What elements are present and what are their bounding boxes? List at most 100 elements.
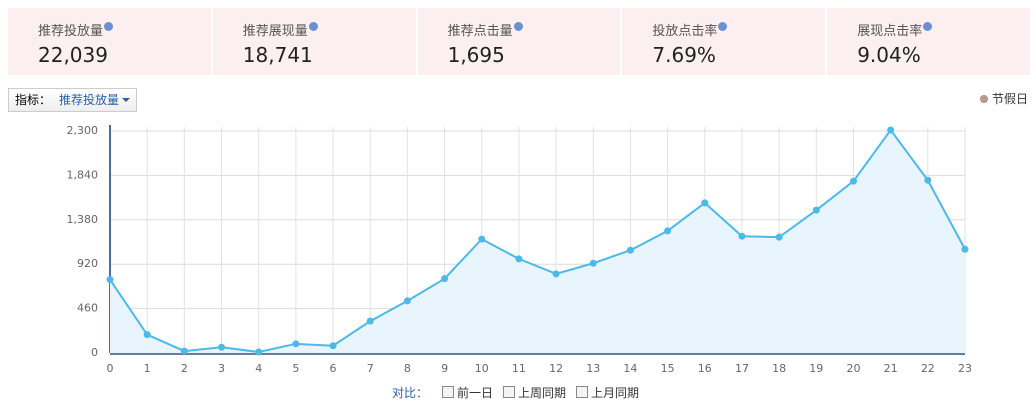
- metric-value: 18,741: [242, 43, 313, 67]
- metric-label: 展现点击率: [857, 20, 1030, 39]
- metric-cell: 推荐点击量 1,695: [417, 8, 621, 75]
- point: [143, 331, 151, 339]
- x-tick-label: 12: [549, 362, 563, 375]
- metric-cell: 投放点击率 7.69%: [622, 8, 826, 75]
- x-tick-label: 23: [958, 362, 972, 375]
- help-icon: [718, 22, 728, 31]
- metric-selector[interactable]: 指标： 推荐投放量: [8, 88, 138, 112]
- point: [961, 245, 969, 253]
- y-tick-label: 2,300: [67, 124, 99, 137]
- option-label: 上周同期: [518, 386, 567, 400]
- selector-value[interactable]: 推荐投放量: [59, 93, 120, 107]
- y-tick-label: 0: [91, 346, 98, 359]
- y-tick-label: 1,380: [67, 213, 99, 226]
- compare-bar: 对比： 前一日 上周同期 上月同期: [392, 384, 649, 401]
- x-tick-label: 17: [735, 362, 749, 375]
- metric-cell: 推荐投放量 22,039: [8, 8, 211, 75]
- point: [849, 177, 857, 185]
- y-tick-label: 920: [77, 257, 98, 270]
- point: [180, 347, 188, 355]
- y-tick-label: 460: [77, 302, 98, 315]
- point: [701, 199, 709, 207]
- point: [924, 176, 932, 184]
- x-tick-label: 19: [809, 362, 823, 375]
- metric-label: 推荐投放量: [38, 20, 211, 39]
- point: [478, 235, 486, 243]
- x-tick-label: 6: [330, 362, 337, 375]
- compare-label: 对比：: [392, 386, 429, 400]
- compare-option[interactable]: 上月同期: [576, 386, 639, 400]
- help-icon: [308, 22, 318, 31]
- x-tick-label: 1: [144, 362, 151, 375]
- point: [626, 246, 634, 254]
- metric-label: 投放点击率: [652, 20, 825, 39]
- point: [366, 317, 374, 325]
- option-label: 前一日: [457, 386, 494, 400]
- metric-label-text: 展现点击率: [857, 24, 923, 39]
- point: [664, 227, 672, 235]
- point: [403, 297, 411, 305]
- x-tick-label: 11: [512, 362, 526, 375]
- point: [552, 270, 560, 278]
- help-icon: [513, 22, 523, 31]
- metric-label: 推荐展现量: [243, 20, 416, 39]
- x-tick-label: 18: [772, 362, 786, 375]
- metric-label-text: 投放点击率: [652, 24, 718, 39]
- metric-cell: 展现点击率 9.04%: [827, 8, 1030, 75]
- x-tick-label: 13: [586, 362, 600, 375]
- point: [515, 255, 523, 263]
- point: [589, 259, 597, 267]
- compare-option[interactable]: 前一日: [442, 386, 493, 400]
- area: [110, 130, 965, 353]
- x-tick-label: 22: [921, 362, 935, 375]
- point: [775, 233, 783, 241]
- holiday-legend: 节假日: [980, 90, 1028, 107]
- x-tick-label: 2: [181, 362, 188, 375]
- point: [441, 275, 449, 283]
- x-tick-label: 10: [475, 362, 489, 375]
- point: [255, 348, 263, 356]
- metric-label-text: 推荐点击量: [447, 24, 513, 39]
- metric-label: 推荐点击量: [448, 20, 621, 39]
- help-icon: [923, 22, 933, 31]
- metric-value: 1,695: [447, 43, 505, 67]
- x-tick-label: 4: [255, 362, 262, 375]
- x-tick-label: 3: [218, 362, 225, 375]
- metric-value: 22,039: [38, 43, 108, 67]
- metric-value: 9.04%: [857, 43, 921, 67]
- metric-value: 7.69%: [652, 43, 716, 67]
- point: [218, 343, 226, 351]
- x-tick-label: 21: [884, 362, 898, 375]
- point: [887, 126, 895, 134]
- point: [812, 206, 820, 214]
- option-label: 上月同期: [591, 386, 640, 400]
- x-tick-label: 7: [367, 362, 374, 375]
- legend-dot: [980, 95, 988, 103]
- x-tick-label: 0: [107, 362, 114, 375]
- legend-label: 节假日: [992, 92, 1029, 106]
- x-tick-label: 8: [404, 362, 411, 375]
- y-tick-label: 1,840: [67, 168, 99, 181]
- dropdown-arrow[interactable]: [122, 98, 131, 106]
- help-icon: [104, 22, 114, 31]
- checkbox[interactable]: [576, 386, 589, 398]
- point: [106, 276, 114, 284]
- checkbox[interactable]: [442, 386, 455, 398]
- metric-label-text: 推荐展现量: [242, 24, 308, 39]
- point: [292, 340, 300, 348]
- point: [329, 342, 337, 350]
- metrics-panel: 推荐投放量 22,039 推荐展现量 18,741 推荐点击量 1,695 投放点击率 7.6…: [8, 8, 1032, 75]
- metric-label-text: 推荐投放量: [38, 24, 104, 39]
- checkbox[interactable]: [503, 386, 516, 398]
- x-tick-label: 16: [698, 362, 712, 375]
- x-tick-label: 20: [846, 362, 860, 375]
- x-tick-label: 14: [623, 362, 637, 375]
- x-tick-label: 9: [441, 362, 448, 375]
- line: [109, 128, 966, 354]
- x-tick-label: 5: [292, 362, 299, 375]
- compare-option[interactable]: 上周同期: [503, 386, 566, 400]
- point: [738, 232, 746, 240]
- x-tick-label: 15: [661, 362, 675, 375]
